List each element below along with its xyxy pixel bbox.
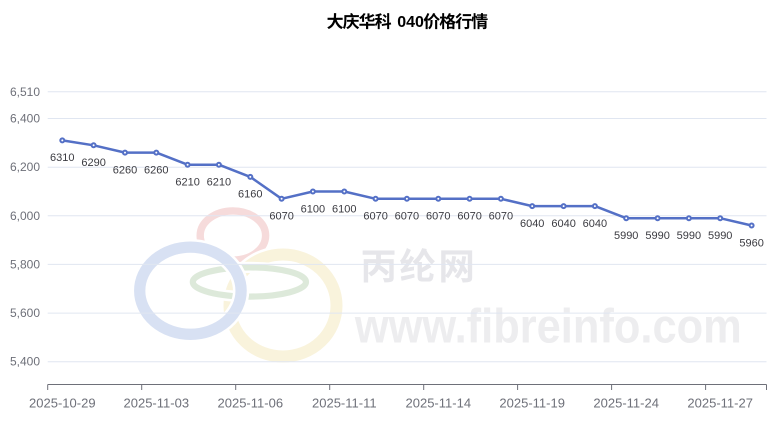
svg-text:6070: 6070 [489,211,513,223]
svg-text:6070: 6070 [426,211,450,223]
svg-text:6260: 6260 [113,164,137,176]
svg-text:5,600: 5,600 [10,306,40,320]
svg-text:6310: 6310 [50,152,74,164]
svg-text:2025-11-19: 2025-11-19 [499,396,565,411]
svg-text:6100: 6100 [301,203,325,215]
svg-text:2025-11-24: 2025-11-24 [593,396,659,411]
svg-text:6260: 6260 [144,164,168,176]
svg-text:2025-10-29: 2025-10-29 [29,396,96,411]
svg-text:6210: 6210 [175,177,199,189]
svg-text:6210: 6210 [207,177,231,189]
svg-text:2025-11-11: 2025-11-11 [312,396,377,411]
svg-text:5,400: 5,400 [10,355,40,369]
svg-text:6070: 6070 [363,211,387,223]
svg-text:www.fibreinfo.com: www.fibreinfo.com [354,299,742,354]
svg-text:2025-11-14: 2025-11-14 [406,396,472,411]
svg-text:2025-11-03: 2025-11-03 [124,396,190,411]
svg-text:6290: 6290 [81,157,105,169]
svg-text:6,000: 6,000 [10,209,40,223]
svg-text:6070: 6070 [395,211,419,223]
svg-text:6040: 6040 [583,218,607,230]
svg-text:5,800: 5,800 [10,257,40,271]
svg-text:6070: 6070 [457,211,481,223]
svg-text:6100: 6100 [332,203,356,215]
svg-text:6160: 6160 [238,189,262,201]
svg-text:5990: 5990 [614,230,638,242]
svg-text:2025-11-27: 2025-11-27 [687,396,753,411]
svg-text:5960: 5960 [739,237,763,249]
svg-text:6070: 6070 [269,211,293,223]
svg-text:5990: 5990 [645,230,669,242]
svg-text:6040: 6040 [551,218,575,230]
svg-text:6,510: 6,510 [10,85,40,99]
svg-text:2025-11-06: 2025-11-06 [218,396,284,411]
svg-text:5990: 5990 [708,230,732,242]
svg-text:6040: 6040 [520,218,544,230]
svg-text:5990: 5990 [677,230,701,242]
svg-text:6,400: 6,400 [10,112,40,126]
svg-text:6,200: 6,200 [10,160,40,174]
svg-text:040: 040 [397,14,424,31]
